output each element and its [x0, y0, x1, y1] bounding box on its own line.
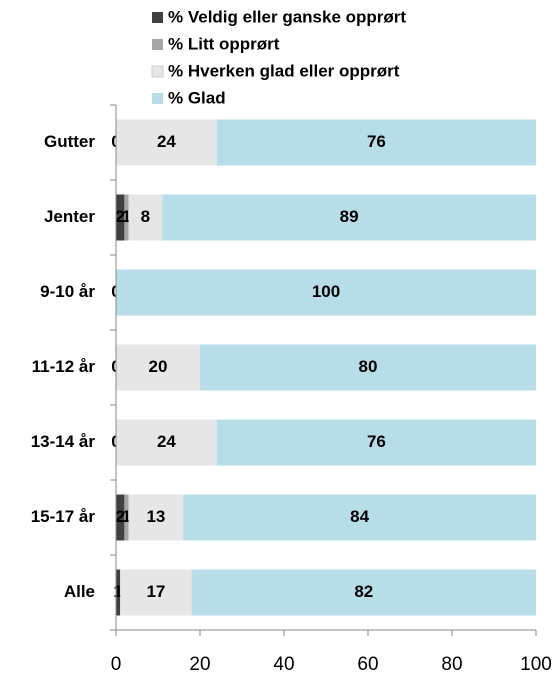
bar-segment — [200, 344, 536, 391]
bar-segment — [216, 419, 537, 466]
data-label: 89 — [340, 207, 359, 226]
legend-swatch — [152, 93, 163, 104]
bar-segment — [116, 119, 217, 166]
data-label: 17 — [146, 582, 165, 601]
data-label: 82 — [354, 582, 373, 601]
y-tick-label: Jenter — [44, 207, 95, 226]
data-label: 80 — [359, 357, 378, 376]
data-label: 24 — [157, 432, 176, 451]
data-label: 1 — [122, 507, 131, 526]
legend-swatch — [152, 39, 163, 50]
bar-segment — [116, 569, 121, 616]
data-label: 100 — [312, 282, 340, 301]
data-label: 8 — [141, 207, 150, 226]
data-label: 76 — [367, 432, 386, 451]
bar-segment — [162, 194, 536, 241]
data-label: 24 — [157, 132, 176, 151]
bar-segment — [128, 494, 184, 541]
bar-segment — [124, 194, 129, 241]
x-tick-label: 20 — [189, 654, 210, 675]
bar-segment — [216, 119, 537, 166]
legend-label: % Litt opprørt — [168, 34, 280, 53]
legend-label: % Veldig eller ganske opprørt — [168, 7, 406, 26]
bar-segment — [120, 569, 192, 616]
legend-swatch — [151, 65, 164, 78]
data-label: 13 — [146, 507, 165, 526]
data-label: 2 — [115, 507, 124, 526]
x-tick-label: 60 — [357, 654, 378, 675]
data-label: 1 — [122, 207, 131, 226]
bar-segment — [191, 569, 536, 616]
bar-segment — [116, 269, 536, 316]
bar-segment — [128, 194, 163, 241]
bar-segment — [183, 494, 536, 541]
y-tick-label: 15-17 år — [31, 507, 96, 526]
y-tick-label: Gutter — [44, 132, 95, 151]
data-label: 2 — [115, 207, 124, 226]
data-label: 84 — [350, 507, 369, 526]
bar-segment — [116, 494, 125, 541]
y-tick-label: 13-14 år — [31, 432, 96, 451]
legend-label: % Glad — [168, 88, 226, 107]
y-tick-label: 9-10 år — [40, 282, 95, 301]
legend-label: % Hverken glad eller opprørt — [168, 61, 400, 80]
data-label: 76 — [367, 132, 386, 151]
data-label: 20 — [149, 357, 168, 376]
bar-segment — [116, 419, 217, 466]
x-tick-label: 100 — [520, 654, 552, 675]
x-tick-label: 80 — [441, 654, 462, 675]
bar-segment — [116, 344, 200, 391]
y-tick-label: Alle — [64, 582, 95, 601]
x-tick-label: 40 — [273, 654, 294, 675]
y-tick-label: 11-12 år — [32, 357, 96, 376]
x-tick-label: 0 — [111, 654, 122, 675]
bar-segment — [116, 194, 125, 241]
bar-segment — [124, 494, 129, 541]
legend-swatch — [152, 12, 163, 23]
data-label: 1 — [113, 582, 122, 601]
